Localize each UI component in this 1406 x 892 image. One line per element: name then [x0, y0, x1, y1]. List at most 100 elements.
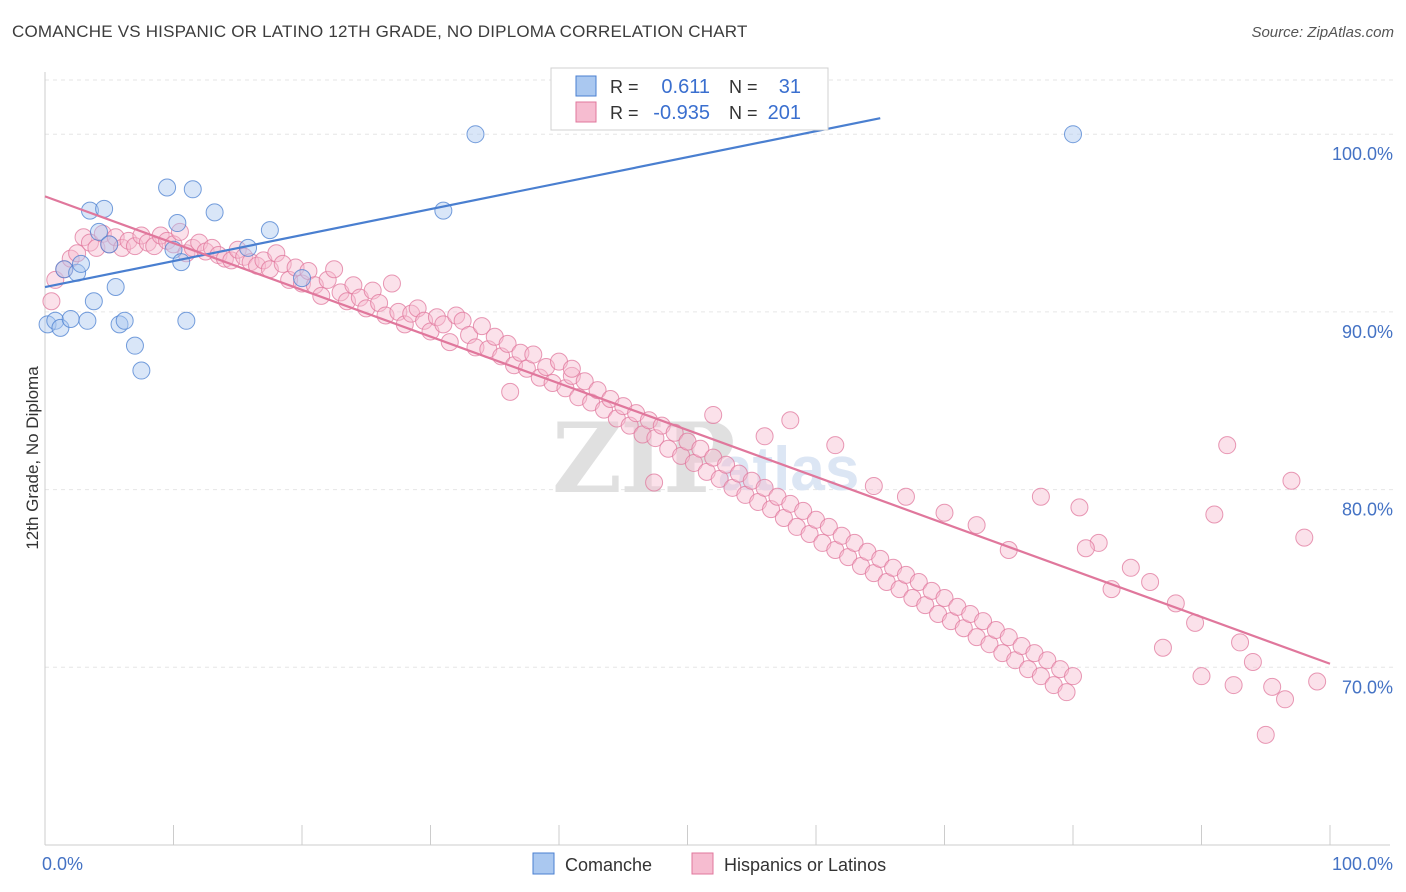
hispanics-point [794, 501, 813, 520]
hispanics-point [871, 549, 890, 568]
hispanics-point [781, 411, 800, 430]
hispanics-point [1070, 498, 1089, 517]
hispanics-point [1031, 667, 1050, 686]
hispanics-point [1282, 471, 1301, 490]
hispanics-point [691, 439, 710, 458]
comanche-trend-line [44, 117, 881, 289]
hispanics-point [999, 628, 1018, 647]
hispanics-point [1031, 487, 1050, 506]
series-legend-swatch-hispanics [691, 852, 714, 875]
hispanics-point [1166, 594, 1185, 613]
hispanics-point [1121, 558, 1140, 577]
hispanics-point [1153, 638, 1172, 657]
hispanics-point [967, 516, 986, 535]
comanche-point [168, 214, 187, 233]
hispanics-point [325, 260, 344, 279]
comanche-point [205, 203, 224, 222]
legend-n-label-comanche: N = [729, 77, 758, 97]
hispanics-point [826, 436, 845, 455]
series-legend-label-hispanics: Hispanics or Latinos [724, 855, 886, 875]
legend-r-value-comanche: 0.611 [661, 76, 710, 98]
hispanics-point [896, 487, 915, 506]
x-tick-label: 0.0% [42, 854, 83, 874]
series-legend-swatch-comanche [532, 852, 555, 875]
hispanics-point [755, 427, 774, 446]
legend-r-value-hispanics: -0.935 [653, 102, 710, 124]
legend-swatch-comanche [575, 75, 597, 97]
hispanics-point [935, 588, 954, 607]
hispanics-point [68, 244, 87, 263]
hispanics-point [594, 400, 613, 419]
watermark-atlas: atlas [718, 435, 859, 504]
hispanics-point [1064, 667, 1082, 686]
comanche-point [115, 311, 134, 330]
y-axis-title: 12th Grade, No Diploma [23, 366, 42, 550]
comanche-point [78, 311, 97, 330]
legend-n-label-hispanics: N = [729, 103, 758, 123]
hispanics-point [472, 317, 491, 336]
y-tick-label: 70.0% [1342, 677, 1393, 697]
hispanics-point [382, 274, 401, 293]
legend-frame [550, 67, 829, 131]
hispanics-point [1038, 651, 1057, 670]
legend-r-label-comanche: R = [610, 77, 639, 97]
hispanics-point [524, 345, 543, 364]
hispanics-point [1218, 436, 1237, 455]
comanche-point [71, 254, 90, 273]
x-tick-label: 100.0% [1332, 854, 1393, 874]
hispanics-point [562, 359, 581, 378]
series-legend: Comanche Hispanics or Latinos [532, 852, 886, 875]
comanche-point [177, 311, 196, 330]
hispanics-point [267, 244, 286, 263]
comanche-point [61, 310, 80, 329]
tick-labels: 70.0% 80.0% 90.0% 100.0% 0.0% 100.0% [42, 144, 1393, 874]
hispanics-point [1141, 573, 1160, 592]
chart-title: COMANCHE VS HISPANIC OR LATINO 12TH GRAD… [12, 22, 748, 41]
hispanics-point [845, 533, 864, 552]
hispanics-point [588, 381, 607, 400]
comanche-point [51, 318, 70, 337]
axes [44, 72, 1390, 846]
hispanics-point [935, 503, 954, 522]
hispanics-point [1231, 633, 1250, 652]
hispanics-point [1224, 676, 1243, 695]
comanche-point [84, 292, 103, 311]
hispanics-point [1295, 528, 1314, 547]
hispanics-point [1263, 677, 1282, 696]
hispanics-point [974, 612, 993, 631]
comanche-point [132, 361, 151, 380]
comanche-point [466, 125, 485, 144]
hispanics-point [318, 270, 337, 289]
comanche-point [172, 253, 191, 272]
hispanics-point [1192, 667, 1211, 686]
legend-r-label-hispanics: R = [610, 103, 639, 123]
hispanics-point [819, 517, 838, 536]
hispanics-point [864, 477, 883, 496]
legend-n-value-hispanics: 201 [768, 102, 801, 124]
hispanics-point [42, 292, 61, 311]
correlation-legend: R = 0.611 N = 31 R = -0.935 N = 201 [550, 67, 829, 131]
hispanics-point [1076, 539, 1095, 558]
hispanics-point [575, 372, 594, 391]
hispanics-point [717, 455, 736, 474]
hispanics-point [434, 315, 453, 334]
hispanics-point [498, 334, 517, 353]
series-legend-label-comanche: Comanche [565, 855, 652, 875]
comanche-point [106, 278, 125, 297]
trend-lines [44, 117, 1331, 665]
comanche-point [89, 222, 108, 241]
y-tick-label: 80.0% [1342, 500, 1393, 520]
hispanics-point [501, 382, 520, 401]
series-comanche-points [38, 125, 1082, 380]
hispanics-point [755, 478, 774, 497]
legend-n-value-comanche: 31 [779, 76, 801, 98]
hispanics-trend-line [44, 195, 1331, 665]
hispanics-point [645, 473, 664, 492]
comanche-point [1064, 125, 1082, 144]
comanche-point [100, 235, 119, 254]
comanche-point [293, 269, 311, 288]
hispanics-point [1057, 683, 1076, 702]
chart-source: Source: ZipAtlas.com [1251, 24, 1394, 41]
hispanics-point [440, 333, 459, 352]
